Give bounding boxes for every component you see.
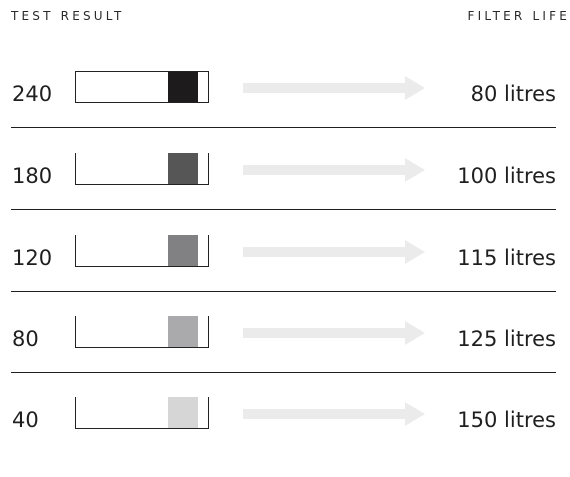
test-strip — [75, 71, 209, 103]
result-row: 180 100 litres — [0, 153, 570, 233]
test-strip — [75, 316, 209, 348]
filter-life-value: 100 litres — [457, 164, 556, 188]
test-score: 120 — [12, 246, 53, 270]
test-result-header: TEST RESULT — [11, 9, 125, 23]
filter-life-header: FILTER LIFE — [467, 9, 570, 23]
filter-life-value: 125 litres — [457, 327, 556, 351]
test-strip — [75, 153, 209, 185]
result-row: 120 115 litres — [0, 235, 570, 315]
test-score: 180 — [12, 164, 53, 188]
filter-life-value: 80 litres — [470, 82, 556, 106]
arrow-icon — [243, 402, 425, 426]
result-row: 40 150 litres — [0, 397, 570, 477]
arrow-icon — [243, 321, 425, 345]
test-strip — [75, 235, 209, 267]
arrow-icon — [243, 158, 425, 182]
arrow-icon — [243, 240, 425, 264]
strip-color-pad — [168, 153, 198, 184]
row-divider — [11, 291, 556, 292]
test-score: 80 — [12, 327, 39, 351]
test-strip — [75, 397, 209, 429]
test-score: 240 — [12, 82, 53, 106]
strip-color-pad — [168, 397, 198, 428]
row-divider — [11, 127, 556, 128]
strip-color-pad — [168, 235, 198, 266]
row-divider — [11, 372, 556, 373]
arrow-icon — [243, 76, 425, 100]
row-divider — [11, 209, 556, 210]
result-row: 240 80 litres — [0, 71, 570, 151]
filter-life-value: 150 litres — [457, 408, 556, 432]
strip-color-pad — [168, 72, 198, 102]
filter-life-value: 115 litres — [457, 246, 556, 270]
result-row: 80 125 litres — [0, 316, 570, 396]
test-score: 40 — [12, 408, 39, 432]
strip-color-pad — [168, 316, 198, 347]
